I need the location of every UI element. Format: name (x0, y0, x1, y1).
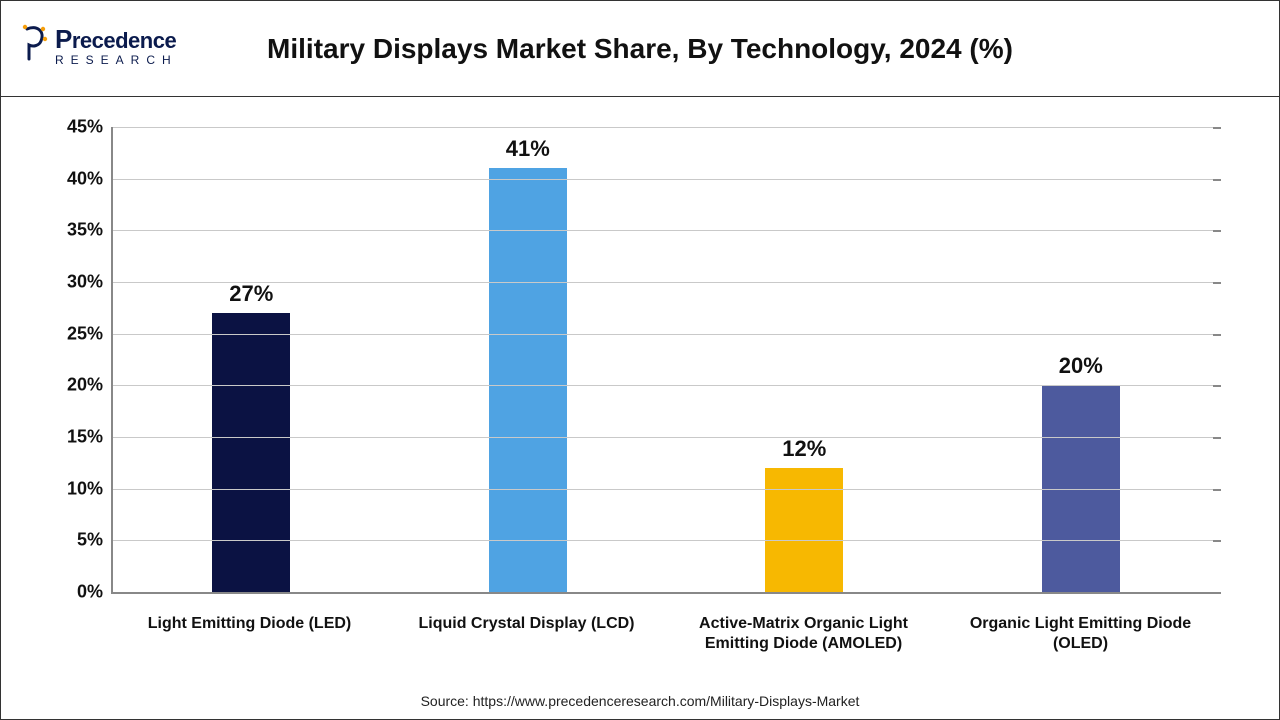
chart-card: Precedence RESEARCH Military Displays Ma… (0, 0, 1280, 720)
bar-slot: 20% (943, 127, 1220, 592)
x-category-label: Organic Light Emitting Diode (OLED) (942, 608, 1219, 654)
grid-line (113, 179, 1219, 180)
bar-value-label: 20% (1059, 353, 1103, 379)
header: Precedence RESEARCH Military Displays Ma… (1, 1, 1279, 97)
y-tick-label: 5% (77, 530, 113, 551)
y-tick-mark (1213, 127, 1221, 129)
x-category-label: Light Emitting Diode (LED) (111, 608, 388, 654)
y-tick-mark (1213, 334, 1221, 336)
y-tick-label: 30% (67, 271, 113, 292)
y-tick-mark (1213, 282, 1221, 284)
logo-text-group: Precedence RESEARCH (55, 24, 178, 67)
bars-container: 27% 41% 12% 20% (113, 127, 1219, 592)
y-tick-mark (1213, 437, 1221, 439)
bar: 27% (212, 313, 290, 592)
x-category-label: Liquid Crystal Display (LCD) (388, 608, 665, 654)
source-citation: Source: https://www.precedenceresearch.c… (1, 689, 1279, 719)
bar-slot: 27% (113, 127, 390, 592)
logo-wordmark: Precedence (55, 24, 178, 55)
y-tick-mark (1213, 592, 1221, 594)
bar: 41% (489, 168, 567, 592)
grid-line (113, 540, 1219, 541)
y-tick-label: 25% (67, 323, 113, 344)
logo-letter: P (55, 24, 72, 54)
grid-line (113, 385, 1219, 386)
y-tick-label: 20% (67, 375, 113, 396)
y-tick-label: 40% (67, 168, 113, 189)
y-tick-mark (1213, 179, 1221, 181)
grid-line (113, 489, 1219, 490)
x-axis-labels: Light Emitting Diode (LED)Liquid Crystal… (111, 608, 1219, 654)
logo-icon (19, 23, 49, 68)
source-prefix: Source: (421, 693, 473, 709)
y-tick-mark (1213, 489, 1221, 491)
plot-region: 27%41%12%20% 0%5%10%15%20%25%30%35%40%45… (111, 127, 1219, 594)
chart-title: Military Displays Market Share, By Techn… (267, 33, 1013, 65)
grid-line (113, 437, 1219, 438)
chart-area: 27% 41% 12% 20% 0% 5% 10% 15% 20% 25% 30% 35% 40% 45… (1, 97, 1279, 689)
bar-slot: 12% (666, 127, 943, 592)
y-tick-label: 0% (77, 582, 113, 603)
bar-value-label: 41% (506, 136, 550, 162)
y-tick-label: 15% (67, 426, 113, 447)
grid-line (113, 127, 1219, 128)
y-tick-label: 10% (67, 478, 113, 499)
y-tick-mark (1213, 385, 1221, 387)
grid-line (113, 230, 1219, 231)
grid-line (113, 282, 1219, 283)
y-tick-label: 45% (67, 117, 113, 138)
y-tick-mark (1213, 230, 1221, 232)
bar: 12% (765, 468, 843, 592)
x-category-label: Active-Matrix Organic Light Emitting Dio… (665, 608, 942, 654)
y-tick-mark (1213, 540, 1221, 542)
y-tick-label: 35% (67, 220, 113, 241)
grid-line (113, 334, 1219, 335)
source-url: https://www.precedenceresearch.com/Milit… (473, 693, 860, 709)
bar-slot: 41% (390, 127, 667, 592)
logo-main: recedence (72, 28, 176, 53)
bar-value-label: 12% (782, 436, 826, 462)
brand-logo: Precedence RESEARCH (19, 23, 178, 68)
logo-sub: RESEARCH (55, 53, 178, 67)
bar-value-label: 27% (229, 281, 273, 307)
